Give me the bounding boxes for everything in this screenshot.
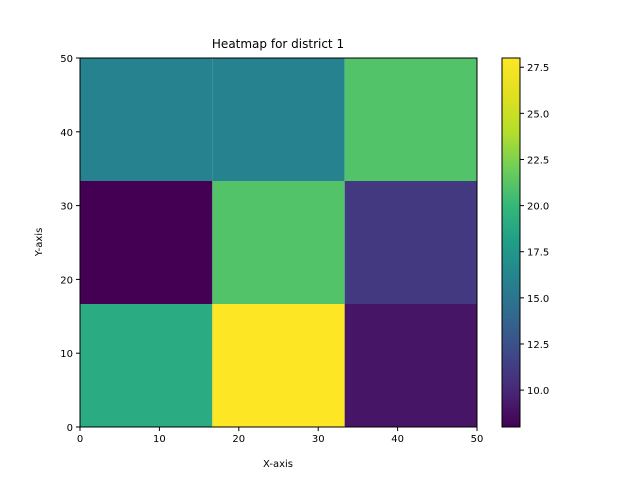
heatmap-cell — [344, 303, 477, 427]
y-tick-label: 30 — [60, 202, 73, 213]
y-axis-label: Y-axis — [34, 228, 45, 258]
x-tick-label: 10 — [153, 434, 166, 445]
heatmap-cell — [80, 303, 213, 427]
x-tick-label: 30 — [312, 434, 325, 445]
colorbar-tick-label: 15.0 — [527, 294, 549, 305]
heatmap-cell — [344, 181, 477, 304]
x-tick-label: 20 — [232, 434, 245, 445]
y-tick-label: 0 — [67, 423, 73, 434]
y-tick-label: 20 — [60, 275, 73, 286]
heatmap-cell — [80, 58, 213, 182]
x-tick-label: 0 — [77, 434, 83, 445]
colorbar-tick-label: 25.0 — [527, 109, 549, 120]
colorbar-tick-label: 12.5 — [527, 340, 549, 351]
heatmap-cell — [344, 58, 477, 182]
colorbar-tick-label: 17.5 — [527, 248, 549, 259]
heatmap-cell — [212, 58, 345, 182]
y-axis-ticks: 0 10 20 30 40 50 — [60, 54, 80, 434]
heatmap-cell — [212, 181, 345, 304]
colorbar-ticks: 10.0 12.5 15.0 17.5 20.0 22.5 25.0 27.5 — [520, 63, 549, 397]
colorbar-tick-label: 10.0 — [527, 386, 549, 397]
y-tick-label: 10 — [60, 349, 73, 360]
x-tick-label: 50 — [471, 434, 484, 445]
y-tick-label: 50 — [60, 54, 73, 65]
colorbar-tick-label: 22.5 — [527, 155, 549, 166]
chart-title: Heatmap for district 1 — [212, 37, 344, 51]
heatmap-cell — [80, 181, 213, 304]
colorbar-tick-label: 20.0 — [527, 202, 549, 213]
colorbar-tick-label: 27.5 — [527, 63, 549, 74]
heatmap-cell — [212, 303, 345, 427]
x-axis-label: X-axis — [263, 459, 293, 470]
y-tick-label: 40 — [60, 128, 73, 139]
colorbar — [501, 57, 521, 428]
x-axis-ticks: 0 10 20 30 40 50 — [77, 427, 484, 445]
plot-frame — [79, 57, 478, 428]
heatmap-cells — [80, 58, 477, 427]
x-tick-label: 40 — [391, 434, 404, 445]
